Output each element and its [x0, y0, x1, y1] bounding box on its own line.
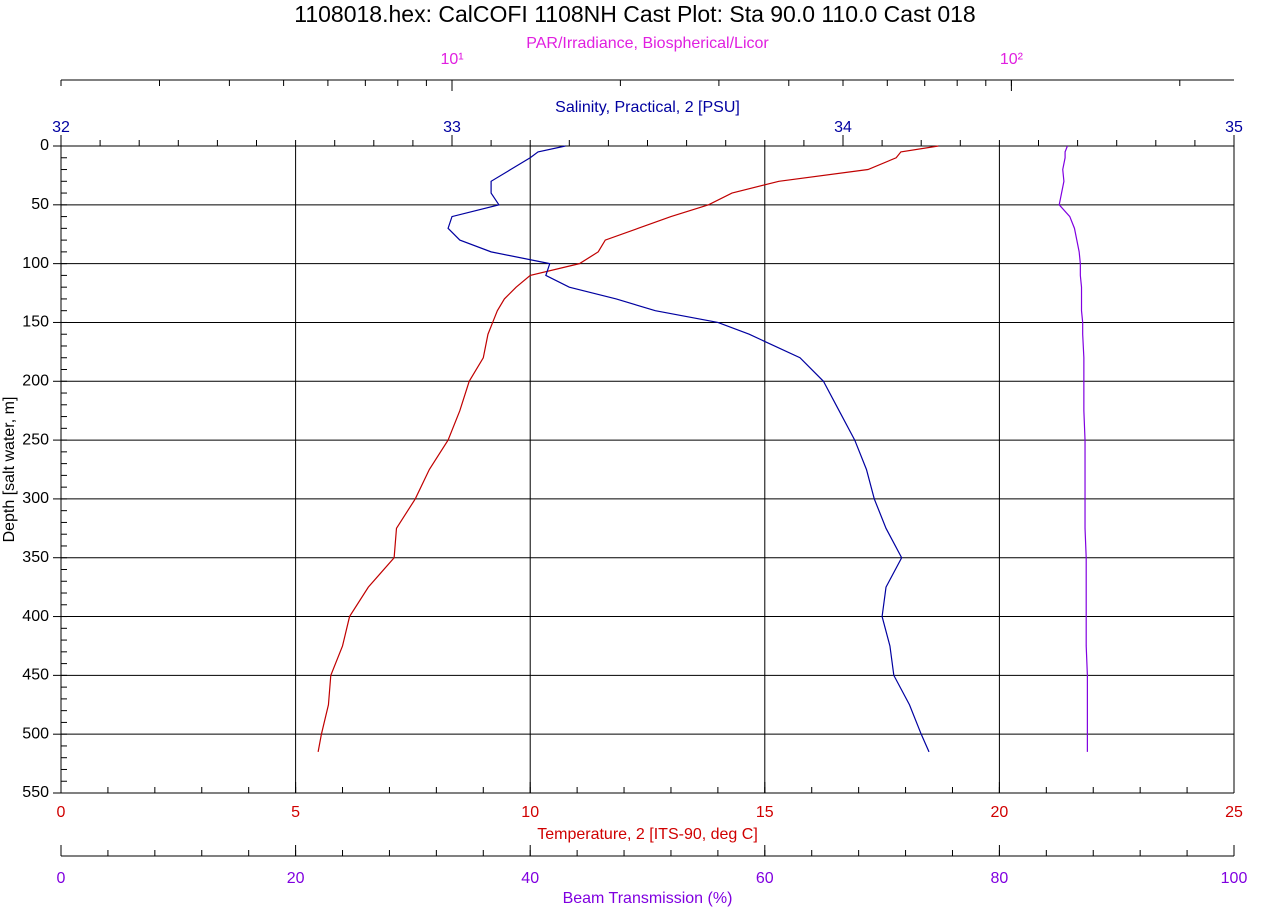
x-tick-label: 80	[991, 870, 1009, 887]
y-tick-label: 100	[22, 255, 49, 272]
x-tick-label: 10²	[1000, 51, 1024, 68]
x-tick-label: 0	[57, 804, 66, 821]
x-tick-label: 35	[1225, 119, 1243, 136]
x-tick-label: 10	[521, 804, 539, 821]
x-tick-label: 0	[57, 870, 66, 887]
y-tick-label: 200	[22, 372, 49, 389]
x-tick-label: 15	[756, 804, 774, 821]
y-tick-label: 0	[40, 137, 49, 154]
x-axis-title: PAR/Irradiance, Biospherical/Licor	[526, 35, 769, 52]
y-tick-label: 400	[22, 608, 49, 625]
x-tick-label: 34	[834, 119, 852, 136]
x-tick-label: 20	[991, 804, 1009, 821]
profile-line	[447, 145, 930, 753]
x-tick-label: 32	[52, 119, 70, 136]
x-tick-label: 5	[291, 804, 300, 821]
x-tick-label: 60	[756, 870, 774, 887]
x-tick-label: 20	[287, 870, 305, 887]
y-tick-label: 550	[22, 784, 49, 801]
x-axis-title: Temperature, 2 [ITS-90, deg C]	[537, 826, 758, 843]
y-tick-label: 150	[22, 314, 49, 331]
x-axis-title: Salinity, Practical, 2 [PSU]	[555, 99, 740, 116]
profile-line	[317, 145, 939, 752]
y-tick-label: 250	[22, 431, 49, 448]
y-tick-label: 500	[22, 725, 49, 742]
x-tick-label: 33	[443, 119, 461, 136]
y-axis-title: Depth [salt water, m]	[1, 397, 18, 543]
x-tick-label: 10¹	[440, 51, 463, 68]
x-tick-label: 100	[1221, 870, 1248, 887]
x-axis-title: Beam Transmission (%)	[563, 890, 733, 907]
y-tick-label: 450	[22, 667, 49, 684]
x-tick-label: 40	[521, 870, 539, 887]
y-tick-label: 300	[22, 490, 49, 507]
chart-title: 1108018.hex: CalCOFI 1108NH Cast Plot: S…	[294, 1, 975, 27]
x-tick-label: 25	[1225, 804, 1243, 821]
profile-line	[1058, 145, 1088, 752]
y-tick-label: 50	[31, 196, 49, 213]
y-tick-label: 350	[22, 549, 49, 566]
